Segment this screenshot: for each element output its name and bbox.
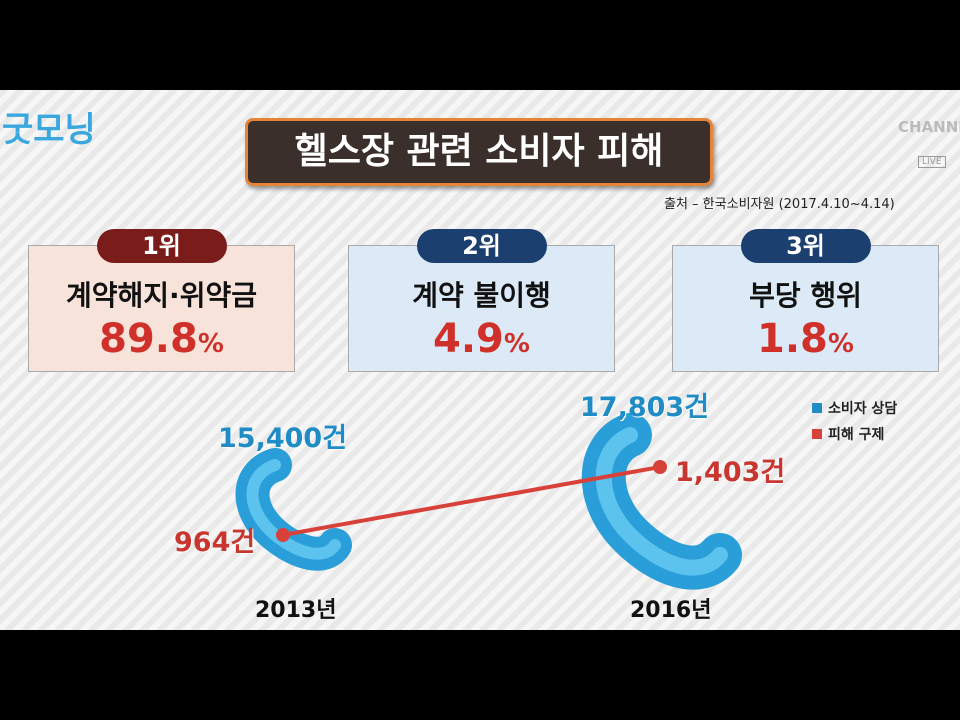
- rank-box: 1위 계약해지·위약금 89.8%: [28, 229, 295, 372]
- unit: %: [827, 329, 854, 359]
- trend-line: [282, 465, 661, 537]
- rank-label: 부당 행위: [749, 279, 862, 312]
- legend-swatch: [812, 403, 822, 413]
- value: 1.8: [757, 316, 828, 362]
- rank-value: 1.8%: [673, 316, 938, 362]
- relief-count: 964건: [174, 527, 256, 558]
- rank-value: 4.9%: [349, 316, 614, 362]
- source: 출처 – 한국소비자원 (2017.4.10~4.14): [664, 197, 895, 212]
- phone-2016: [581, 413, 742, 590]
- rank-pill: 2위: [416, 229, 547, 263]
- year: 2013년: [255, 598, 337, 623]
- rank-box: 3위 부당 행위 1.8%: [672, 229, 939, 372]
- legend-item: 소비자 상담: [812, 398, 897, 418]
- phone-2013: [235, 448, 352, 571]
- year: 2016년: [630, 598, 712, 623]
- legend-label: 피해 구제: [828, 427, 885, 443]
- rank-pill: 1위: [96, 229, 227, 263]
- point: [653, 460, 667, 474]
- consult-count: 15,400건: [218, 423, 348, 454]
- illustration: [235, 413, 742, 590]
- value: 4.9: [433, 316, 504, 362]
- title: 헬스장 관련 소비자 피해: [245, 118, 713, 186]
- channel-logo: CHANNEL: [898, 118, 960, 136]
- legend-swatch: [812, 429, 822, 439]
- broadcast-screen: 굿모닝 CHANNEL LIVE 헬스장 관련 소비자 피해 출처 – 한국소비…: [0, 90, 960, 630]
- value: 89.8: [99, 316, 198, 362]
- rank-box: 2위 계약 불이행 4.9%: [348, 229, 615, 372]
- logo: 굿모닝: [2, 110, 96, 150]
- consult-count: 17,803건: [580, 392, 710, 423]
- legend-label: 소비자 상담: [828, 401, 898, 417]
- rank-value: 89.8%: [29, 316, 294, 362]
- rank-label: 계약 불이행: [412, 279, 551, 312]
- legend-item: 피해 구제: [812, 424, 884, 444]
- relief-count: 1,403건: [675, 457, 786, 488]
- rank-label: 계약해지·위약금: [66, 279, 257, 312]
- point: [276, 528, 290, 542]
- rank-pill: 3위: [740, 229, 871, 263]
- unit: %: [503, 329, 530, 359]
- live-badge: LIVE: [918, 156, 946, 168]
- unit: %: [197, 329, 224, 359]
